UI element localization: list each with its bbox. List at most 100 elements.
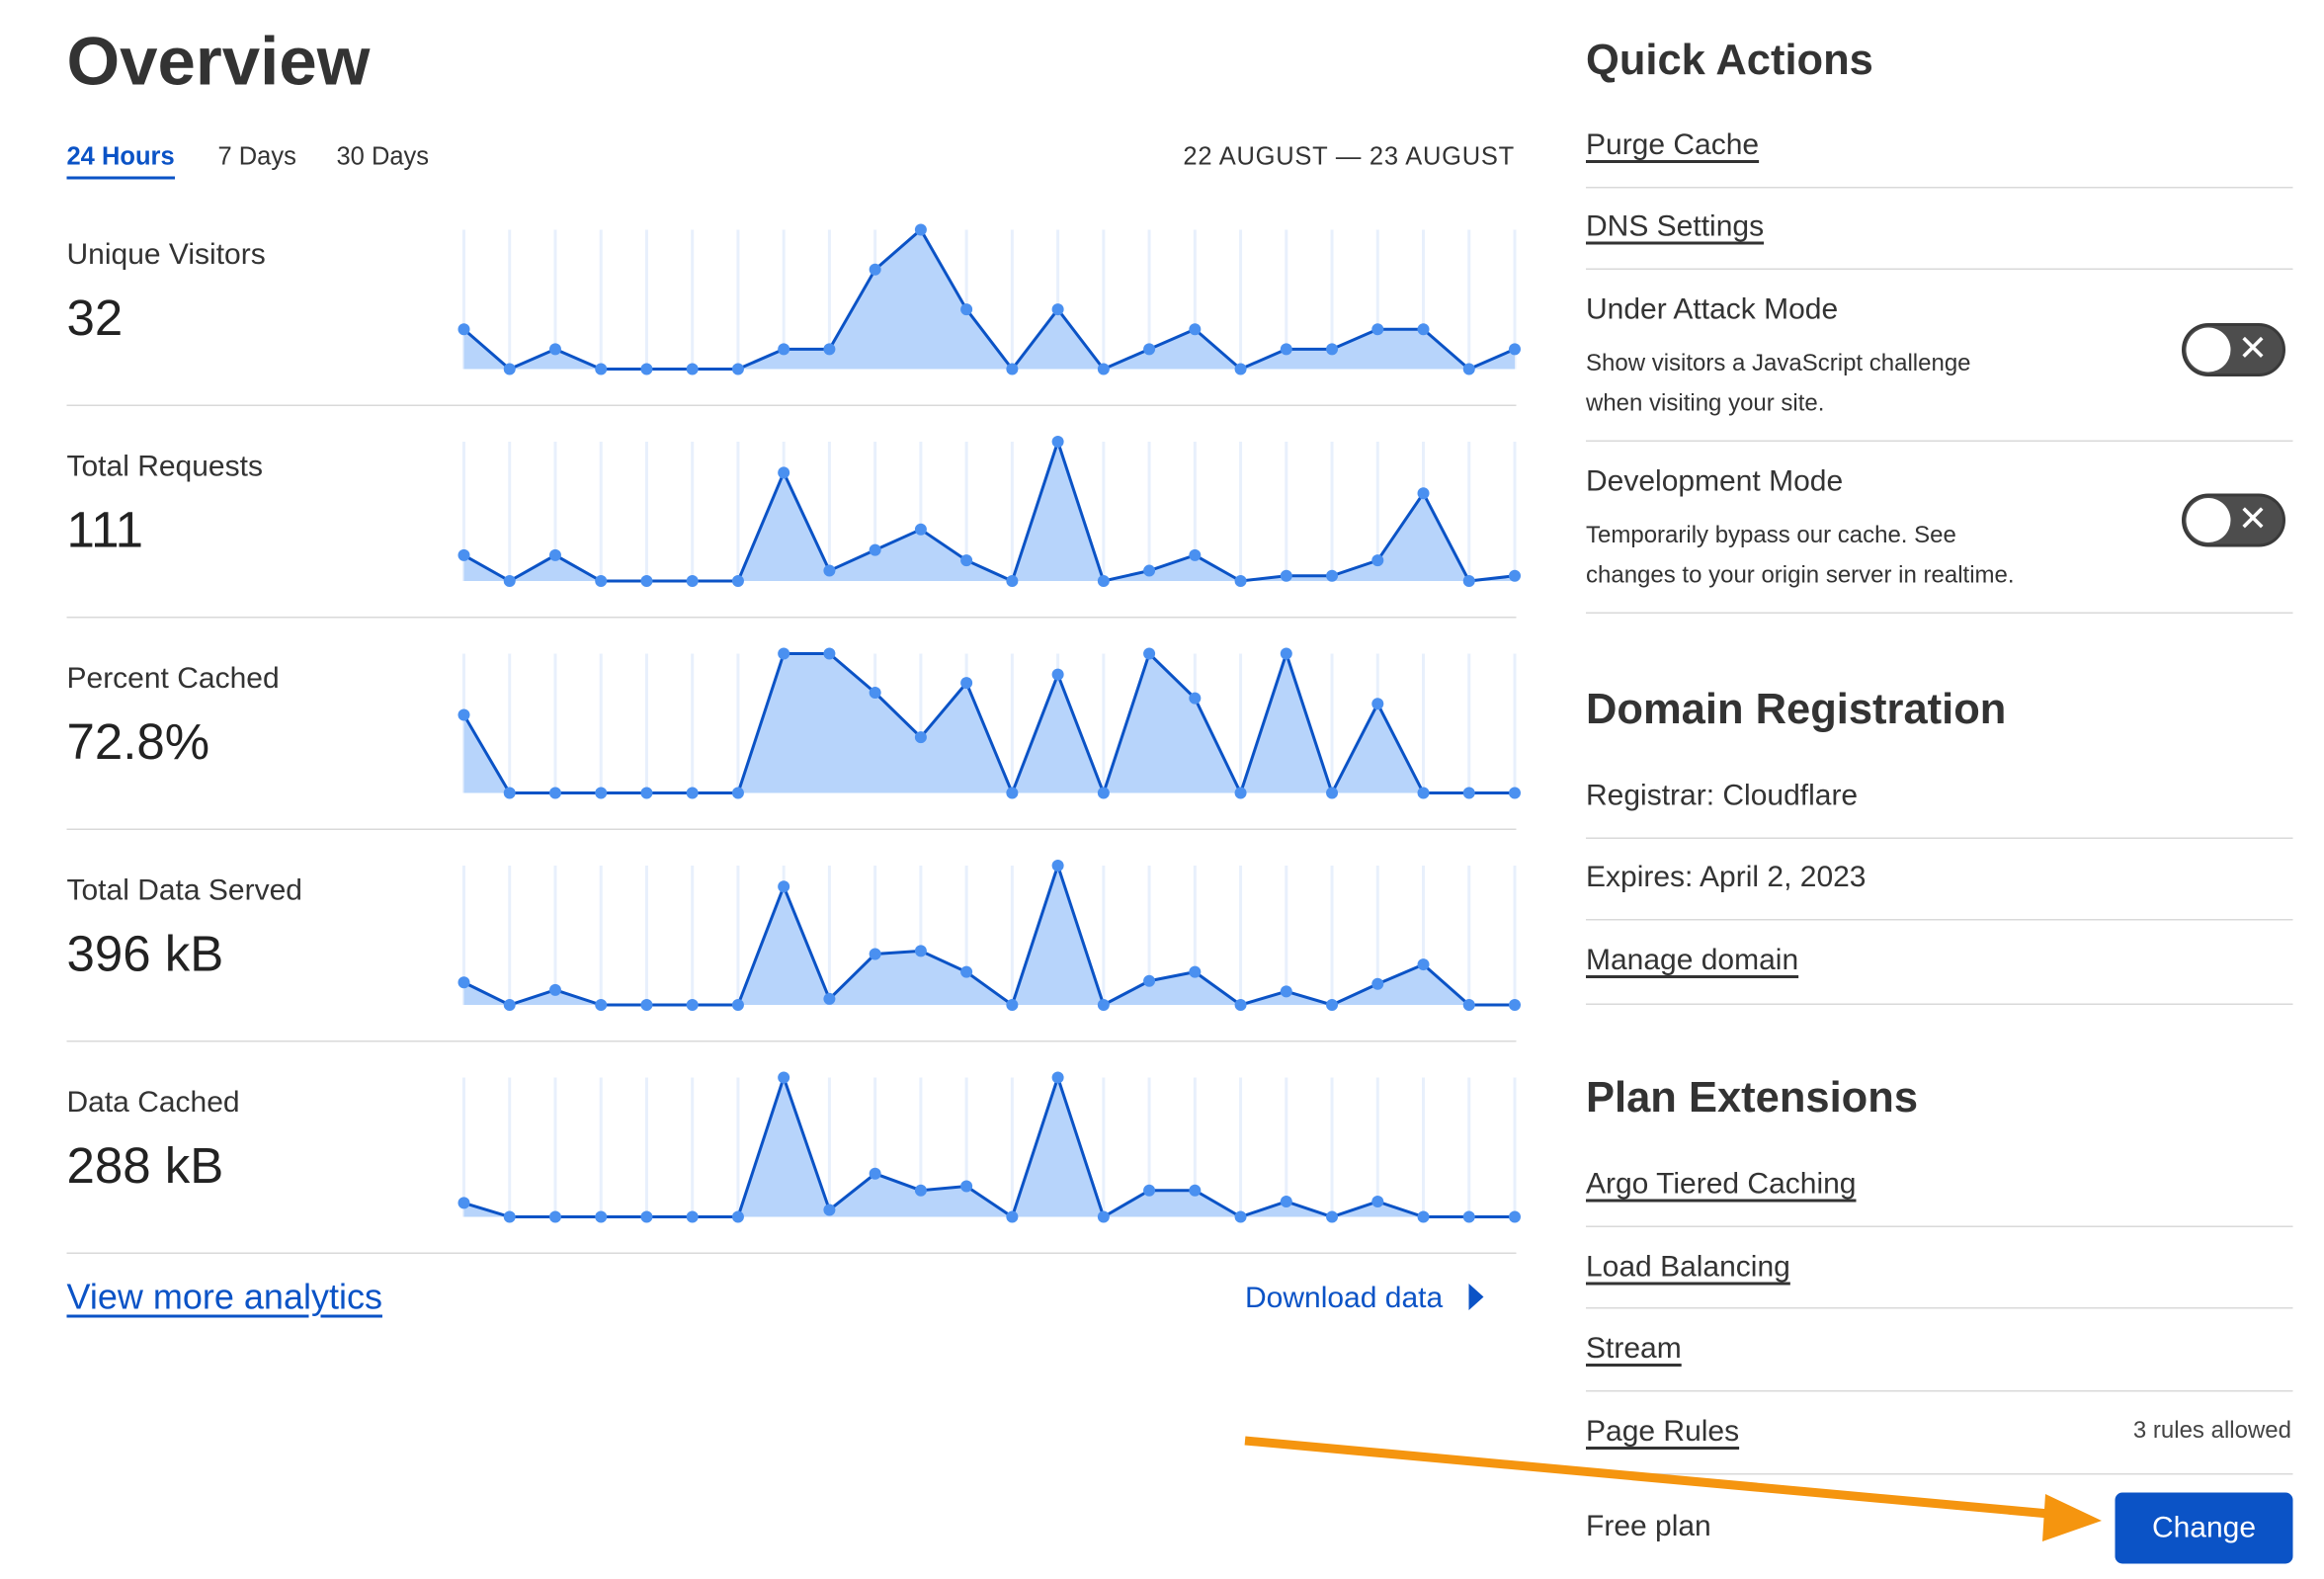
data-point: [823, 1204, 836, 1216]
data-point: [548, 343, 561, 356]
data-point: [1417, 1210, 1430, 1223]
close-icon: ✕: [2237, 499, 2268, 540]
total-data-served-label: Total Data Served: [66, 874, 302, 907]
data-point: [1234, 787, 1247, 799]
divider: [1586, 268, 2293, 270]
dev-mode-title: Development Mode: [1586, 465, 1844, 498]
data-point: [1462, 1210, 1475, 1223]
data-point: [595, 363, 608, 375]
divider: [66, 404, 1517, 406]
data-point: [1280, 1195, 1292, 1207]
divider: [66, 828, 1517, 830]
date-range: 22 AUGUST — 23 AUGUST: [1183, 142, 1515, 171]
data-point: [1371, 1195, 1384, 1207]
series-line: [462, 648, 1515, 797]
download-data-link[interactable]: Download data: [1245, 1283, 1484, 1317]
tab-7-days[interactable]: 7 Days: [217, 142, 296, 171]
data-point: [731, 363, 744, 375]
data-point: [457, 976, 470, 989]
divider: [1586, 1473, 2293, 1475]
data-point: [1006, 1210, 1019, 1223]
data-point: [1097, 1210, 1110, 1223]
data-point: [503, 787, 516, 799]
toggle-knob: [2186, 327, 2231, 373]
view-more-analytics-link[interactable]: View more analytics: [66, 1278, 382, 1318]
data-point: [778, 880, 790, 893]
data-point: [1189, 692, 1202, 705]
argo-tiered-caching-link[interactable]: Argo Tiered Caching: [1586, 1168, 1857, 1201]
data-point: [1143, 564, 1156, 577]
divider: [66, 617, 1517, 619]
percent-cached-value: 72.8%: [66, 714, 210, 771]
stream-link[interactable]: Stream: [1586, 1332, 1682, 1366]
data-point: [1006, 999, 1019, 1011]
under-attack-toggle[interactable]: ✕: [2182, 323, 2285, 376]
data-point: [1509, 1210, 1521, 1223]
data-point: [1006, 787, 1019, 799]
data-point: [823, 564, 836, 577]
plan-name: Free plan: [1586, 1510, 1711, 1543]
divider: [1586, 1307, 2293, 1309]
data-point: [686, 999, 699, 1011]
divider: [1586, 1003, 2293, 1005]
divider: [1586, 612, 2293, 614]
series-line: [462, 437, 1516, 584]
data-point: [1234, 1210, 1247, 1223]
data-point: [869, 948, 881, 960]
data-point: [548, 548, 561, 561]
data-point: [686, 575, 699, 587]
total-requests-label: Total Requests: [66, 451, 263, 483]
data-point: [1326, 999, 1339, 1011]
data-point: [1509, 343, 1521, 356]
data-point: [778, 647, 790, 660]
data-point: [548, 787, 561, 799]
series-line: [462, 227, 1516, 372]
data-point: [1234, 575, 1247, 587]
page-rules-link[interactable]: Page Rules: [1586, 1415, 1740, 1449]
data-point: [1280, 985, 1292, 998]
download-data-label: Download data: [1245, 1282, 1444, 1315]
tab-30-days[interactable]: 30 Days: [336, 142, 430, 171]
data-point: [1280, 569, 1292, 582]
data-point: [503, 575, 516, 587]
data-point: [1234, 363, 1247, 375]
data-point: [1280, 343, 1292, 356]
load-balancing-link[interactable]: Load Balancing: [1586, 1251, 1790, 1284]
data-point: [1051, 436, 1064, 448]
close-icon: ✕: [2237, 329, 2268, 370]
under-attack-description: Show visitors a JavaScript challenge whe…: [1586, 344, 1971, 424]
data-point: [1462, 363, 1475, 375]
registrar-text: Registrar: Cloudflare: [1586, 780, 1859, 812]
data-point: [914, 523, 927, 536]
change-plan-button[interactable]: Change: [2115, 1492, 2293, 1564]
data-point: [457, 708, 470, 721]
purge-cache-link[interactable]: Purge Cache: [1586, 128, 1760, 162]
data-point: [595, 999, 608, 1011]
data-point: [640, 999, 653, 1011]
unique-visitors-label: Unique Visitors: [66, 238, 266, 272]
plan-extensions-heading: Plan Extensions: [1586, 1074, 1919, 1122]
divider: [1586, 919, 2293, 921]
dev-mode-toggle[interactable]: ✕: [2182, 493, 2285, 547]
description-line: changes to your origin server in realtim…: [1586, 563, 2015, 589]
data-point: [1143, 974, 1156, 987]
data-point: [914, 945, 927, 957]
data-point: [1143, 1184, 1156, 1197]
manage-domain-link[interactable]: Manage domain: [1586, 944, 1799, 977]
arrow-head: [2042, 1494, 2102, 1541]
dns-settings-link[interactable]: DNS Settings: [1586, 210, 1765, 243]
area-fill: [463, 442, 1515, 581]
data-point: [960, 554, 973, 567]
page-title: Overview: [66, 22, 371, 100]
data-point: [595, 575, 608, 587]
data-point: [823, 992, 836, 1005]
data-cached-value: 288 kB: [66, 1138, 224, 1195]
data-cached-sparkline: [457, 1071, 1521, 1223]
data-point: [1371, 977, 1384, 990]
data-point: [731, 787, 744, 799]
series-line: [462, 861, 1515, 1008]
tab-24-hours[interactable]: 24 Hours: [66, 142, 175, 180]
data-point: [1051, 668, 1064, 681]
data-point: [1280, 647, 1292, 660]
